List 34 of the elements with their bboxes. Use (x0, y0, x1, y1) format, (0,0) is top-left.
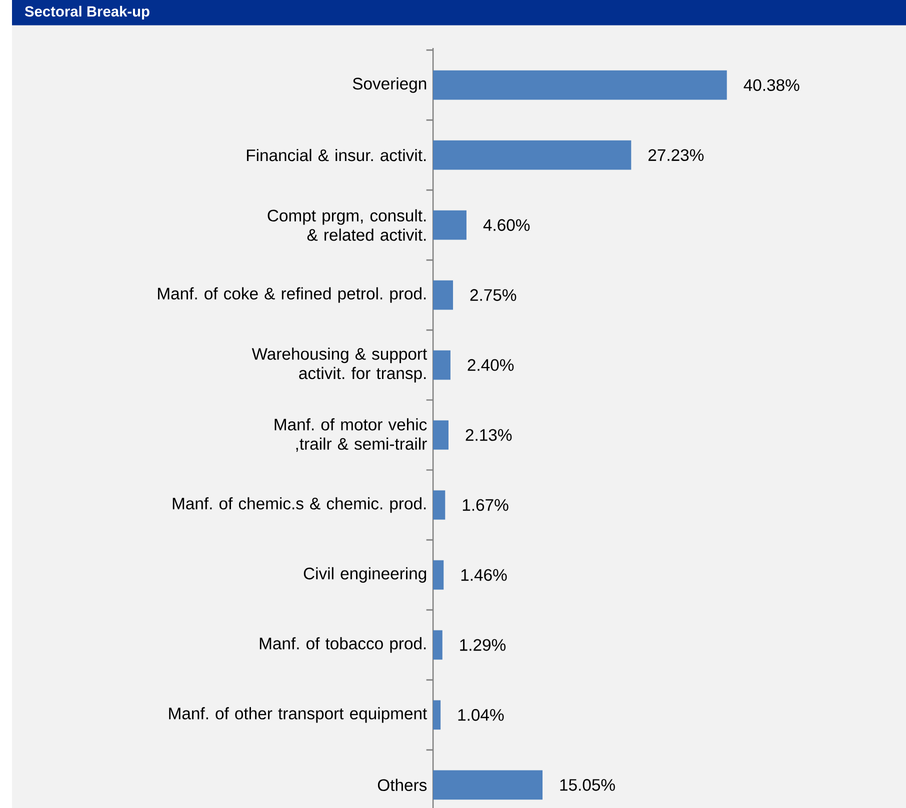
bar (433, 280, 454, 310)
bar (433, 560, 444, 590)
bar (433, 630, 442, 660)
bar (433, 350, 450, 380)
y-tick-label: Soveriegn (352, 77, 426, 93)
y-tick-label: Manf. of tobacco prod. (260, 637, 426, 653)
bar (433, 770, 543, 800)
data-label: 1.46% (461, 569, 507, 581)
y-tick-label: Civil engineering (304, 567, 426, 583)
data-label: 4.60% (483, 219, 530, 231)
y-tick-label: Manf. of chemic.s & chemic. prod. (172, 497, 426, 513)
data-label: 40.38% (744, 79, 800, 91)
y-tick-label: Others (378, 778, 427, 792)
y-tick-label: Manf. of motor vehic ,trailr & semi-trailr (274, 418, 427, 452)
data-label: 15.05% (560, 779, 615, 791)
y-tick-label: Manf. of other transport equipment (169, 707, 428, 723)
data-label: 2.13% (466, 429, 512, 441)
y-tick-label: Financial & insur. activit. (246, 148, 426, 162)
data-label: 1.04% (458, 709, 504, 721)
data-label: 2.40% (468, 359, 514, 371)
data-label: 27.23% (648, 149, 704, 161)
y-tick-label: Warehousing & support activit. for transp. (252, 348, 428, 382)
text: Sectoral Break-up (24, 6, 150, 20)
data-label: 2.75% (470, 289, 516, 301)
y-tick-label: Manf. of coke & refined petrol. prod. (158, 287, 426, 303)
data-label: 1.67% (462, 499, 508, 511)
bar (433, 140, 632, 170)
bar (433, 490, 446, 520)
y-tick-label: Compt prgm, consult. & related activit. (268, 209, 426, 241)
bar (433, 700, 441, 730)
data-label: 1.29% (460, 639, 506, 651)
bar (433, 420, 449, 450)
bar (433, 210, 466, 240)
bar (433, 70, 727, 100)
